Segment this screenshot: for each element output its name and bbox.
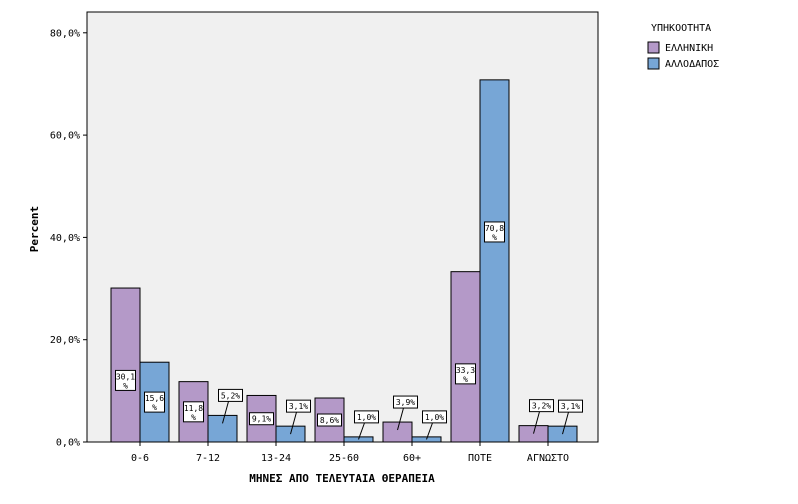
data-label-leader: [358, 422, 365, 440]
bar-greek-6: [518, 425, 549, 443]
data-label-box: [144, 391, 165, 413]
data-label-leader: [290, 412, 297, 435]
data-label-unit: %: [463, 375, 468, 384]
data-label: 33,3: [456, 366, 475, 375]
x-tick-label: 25-60: [329, 453, 359, 464]
bar-foreign-5: [479, 79, 510, 443]
data-label-leader: [426, 422, 433, 440]
data-label-box: [218, 388, 243, 402]
data-label-box: [286, 399, 311, 413]
data-label-box: [558, 399, 583, 413]
data-label: 5,2%: [221, 391, 240, 400]
data-label-box: [354, 410, 379, 424]
x-tick-label: 7-12: [196, 453, 220, 464]
data-label-box: [455, 363, 476, 385]
data-label: 3,1%: [289, 402, 308, 411]
y-tick-label: 80,0%: [50, 28, 80, 39]
data-label: 15,6: [145, 394, 164, 403]
x-tick-label: 60+: [403, 453, 421, 464]
data-label: 11,8: [184, 404, 203, 413]
bar-greek-5: [450, 271, 481, 443]
data-label: 9,1%: [252, 415, 271, 424]
data-label-leader: [533, 411, 540, 434]
x-axis: 0-6 7-12 13-24 25-60 60+ ΠΟΤΕ ΑΓΝΩΣΤΟ: [131, 442, 569, 464]
bar-greek-4: [382, 421, 413, 443]
bar-foreign-1: [207, 414, 238, 443]
data-label: 8,6%: [320, 416, 339, 425]
x-tick-label: ΑΓΝΩΣΤΟ: [527, 453, 569, 464]
data-label-leader: [397, 407, 404, 431]
legend-title: ΥΠΗΚΟΟΤΗΤΑ: [651, 23, 711, 34]
bar-greek-0: [110, 287, 141, 443]
bars-group: [110, 79, 578, 443]
data-label: 30,1: [116, 372, 135, 381]
x-tick-label: 13-24: [261, 453, 291, 464]
data-label-unit: %: [191, 413, 196, 422]
x-axis-title: ΜΗΝΕΣ ΑΠΟ ΤΕΛΕΥΤΑΙΑ ΘΕΡΑΠΕΙΑ: [249, 472, 435, 485]
legend: ΥΠΗΚΟΟΤΗΤΑ ΕΛΛΗΝΙΚΗ ΑΛΛΟΔΑΠΟΣ: [647, 23, 719, 70]
y-axis: 0,0% 20,0% 40,0% 60,0% 80,0%: [50, 28, 87, 449]
data-label-box: [249, 412, 274, 426]
data-label-unit: %: [152, 403, 157, 412]
data-label-unit: %: [492, 233, 497, 242]
data-label-leader: [562, 412, 569, 435]
data-label: 3,1%: [561, 402, 580, 411]
data-label-box: [183, 401, 204, 423]
data-labels-group: 30,1%15,6% 11,8%5,2%9,1%3,1%8,6% 1,0%3,9%1…: [115, 221, 583, 440]
y-tick-label: 40,0%: [50, 233, 80, 244]
x-tick-label: 0-6: [131, 453, 149, 464]
y-axis-title: Percent: [28, 206, 41, 252]
legend-label-foreign: ΑΛΛΟΔΑΠΟΣ: [665, 59, 719, 70]
data-label: 70,8: [485, 224, 504, 233]
data-label-box: [393, 395, 418, 409]
data-label: 1,0%: [425, 413, 444, 422]
data-label-leader: [222, 401, 229, 424]
data-label: 1,0%: [357, 413, 376, 422]
y-tick-label: 20,0%: [50, 335, 80, 346]
legend-swatch-foreign: [647, 57, 660, 70]
x-tick-label: ΠΟΤΕ: [468, 453, 492, 464]
y-tick-label: 60,0%: [50, 131, 80, 142]
data-label-box: [115, 369, 136, 391]
y-tick-label: 0,0%: [56, 438, 80, 449]
plot-frame: [86, 11, 599, 443]
data-label-box: [529, 399, 554, 413]
legend-swatch-greek: [647, 41, 660, 54]
data-label-unit: %: [123, 381, 128, 390]
data-label: 3,9%: [396, 398, 415, 407]
data-label-box: [422, 410, 447, 424]
data-label: 3,2%: [532, 402, 551, 411]
data-label-box: [317, 413, 342, 427]
legend-label-greek: ΕΛΛΗΝΙΚΗ: [665, 43, 713, 54]
data-label-box: [484, 221, 505, 243]
